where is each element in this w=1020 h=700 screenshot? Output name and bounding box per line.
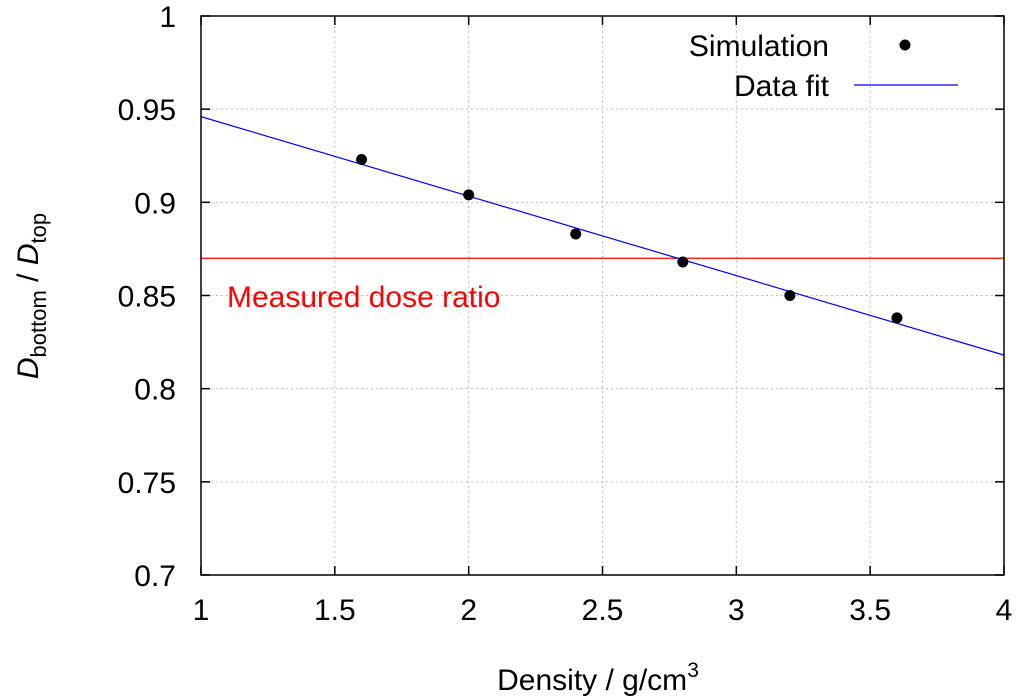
y-axis-title: Dbottom / Dtop: [12, 213, 51, 379]
x-tick-label: 2.5: [582, 594, 624, 627]
x-axis-title-text: Density / g/cm: [497, 664, 687, 697]
y-tick-label: 0.7: [134, 560, 176, 593]
y-axis-title-sub1: bottom: [26, 290, 51, 357]
data-point: [570, 228, 582, 240]
x-tick-label: 3.5: [849, 594, 891, 627]
data-point: [677, 256, 689, 268]
y-axis-title-main2: D: [12, 243, 45, 265]
x-tick-label: 1: [193, 594, 210, 627]
reference-line-label: Measured dose ratio: [227, 281, 501, 314]
y-tick-label: 0.95: [118, 94, 176, 127]
grid-lines: [201, 16, 1004, 575]
legend: Simulation Data fit: [689, 30, 958, 103]
y-tick-labels: 0.7 0.75 0.8 0.85 0.9 0.95 1: [118, 1, 176, 593]
y-tick-label: 0.75: [118, 467, 176, 500]
x-tick-label: 2: [460, 594, 477, 627]
x-axis-title: Density / g/cm3: [497, 659, 699, 697]
data-point: [463, 189, 475, 201]
legend-label-data-fit: Data fit: [734, 70, 830, 103]
x-axis-title-superscript: 3: [687, 659, 699, 682]
fit-line-layer: [200, 116, 1005, 356]
axis-ticks: [200, 15, 1005, 576]
data-point: [784, 290, 796, 301]
y-axis-title-main1: D: [12, 357, 45, 379]
x-tick-label: 3: [728, 594, 745, 627]
data-point: [356, 153, 368, 165]
y-axis-title-sub2: top: [26, 213, 51, 244]
x-tick-label: 1.5: [314, 594, 356, 627]
legend-marker-simulation: [899, 39, 911, 51]
legend-label-simulation: Simulation: [689, 30, 829, 63]
data-point: [891, 312, 903, 324]
x-tick-label: 4: [996, 594, 1013, 627]
y-tick-label: 0.85: [118, 281, 176, 314]
y-tick-label: 0.9: [134, 187, 176, 220]
y-tick-label: 1: [159, 1, 176, 34]
fit-line: [200, 116, 1005, 356]
x-tick-labels: 1 1.5 2 2.5 3 3.5 4: [193, 594, 1013, 627]
y-tick-label: 0.8: [134, 374, 176, 407]
y-axis-title-sep: /: [12, 265, 45, 290]
points-layer: [356, 153, 903, 324]
